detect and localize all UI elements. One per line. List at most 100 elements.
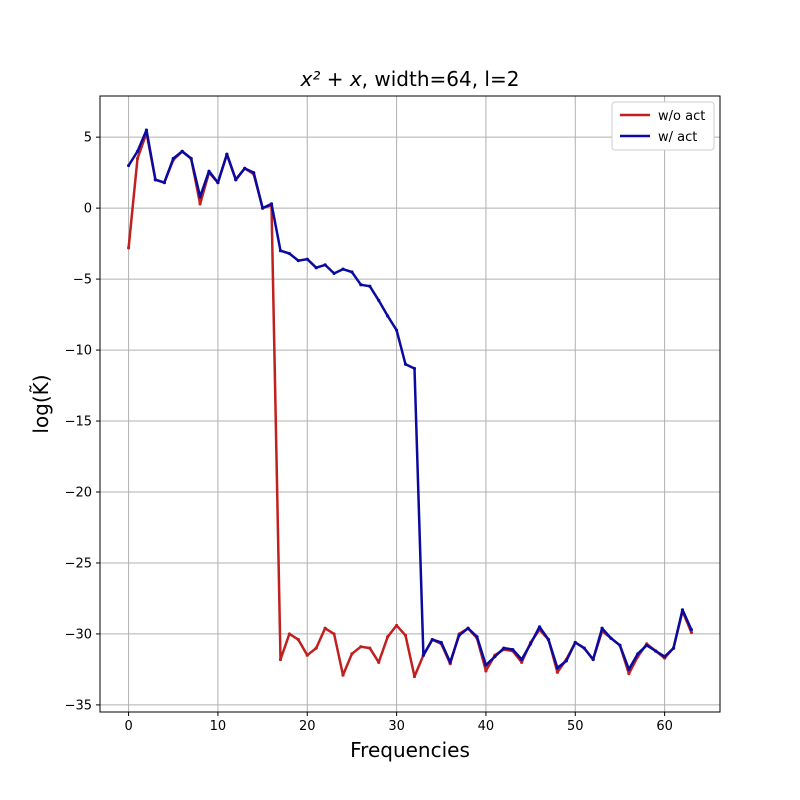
data-point-w-act	[573, 640, 577, 645]
x-tick-label: 50	[567, 719, 584, 734]
data-point-w-act	[457, 633, 461, 637]
x-tick-label: 40	[478, 719, 495, 734]
chart-title-rest: , width=64, l=2	[362, 67, 520, 91]
data-point-w-o-act	[198, 202, 202, 206]
data-point-w-act	[555, 666, 560, 670]
y-tick-label: −30	[65, 627, 92, 642]
data-point-w-act	[600, 626, 604, 630]
data-point-w-o-act	[323, 626, 327, 630]
data-point-w-act	[126, 163, 131, 168]
x-axis-label: Frequencies	[350, 738, 470, 762]
x-tick-label: 20	[299, 719, 316, 734]
series-line-w-o-act	[127, 131, 693, 678]
data-point-w-act	[171, 156, 175, 161]
data-point-w-act	[189, 156, 193, 161]
x-tick-label: 10	[210, 719, 227, 734]
data-point-w-act	[144, 128, 149, 132]
data-point-w-act	[287, 251, 291, 256]
data-point-w-act	[323, 263, 327, 267]
data-point-w-o-act	[314, 646, 318, 650]
chart-title: x² + x, width=64, l=2	[300, 67, 520, 91]
data-point-w-act	[529, 642, 533, 646]
data-point-w-act	[546, 638, 551, 642]
data-point-w-act	[278, 249, 283, 253]
series-line-w-act	[127, 128, 693, 671]
data-point-w-act	[671, 646, 676, 650]
data-point-w-act	[386, 314, 390, 318]
data-point-w-act	[162, 180, 166, 185]
data-point-w-act	[260, 206, 265, 210]
data-point-w-o-act	[403, 633, 408, 637]
data-point-w-act	[198, 195, 202, 199]
data-point-w-act	[216, 180, 220, 185]
data-point-w-act	[135, 149, 140, 153]
data-point-w-act	[493, 655, 497, 659]
data-point-w-o-act	[555, 670, 560, 674]
data-point-w-act	[448, 660, 452, 664]
data-point-w-act	[582, 646, 586, 650]
data-point-w-o-act	[368, 646, 372, 650]
data-point-w-act	[359, 283, 363, 287]
data-point-w-act	[645, 643, 649, 647]
data-point-w-act	[564, 659, 568, 663]
data-point-w-act	[269, 202, 274, 206]
data-point-w-o-act	[350, 652, 354, 656]
data-point-w-act	[520, 657, 524, 662]
data-point-w-o-act	[278, 657, 283, 662]
y-axis-label: log(K̃)	[29, 374, 53, 433]
data-point-w-act	[394, 328, 399, 332]
data-point-w-act	[377, 298, 381, 302]
chart-title-formula: x² + x	[300, 67, 362, 91]
data-point-w-act	[296, 259, 300, 263]
y-tick-label: 5	[84, 131, 92, 146]
data-point-w-act	[627, 667, 631, 672]
y-tick-label: −35	[65, 698, 92, 713]
x-tick-label: 30	[388, 719, 405, 734]
data-point-w-o-act	[126, 246, 131, 250]
data-point-w-act	[243, 166, 247, 170]
data-point-w-o-act	[359, 645, 363, 649]
y-tick-label: −25	[65, 556, 92, 571]
data-point-w-act	[305, 257, 309, 261]
y-tick-label: −20	[65, 486, 92, 501]
data-point-w-o-act	[386, 635, 390, 639]
data-point-w-act	[314, 266, 318, 270]
data-point-w-o-act	[135, 156, 140, 161]
data-point-w-act	[153, 178, 157, 182]
data-point-w-act	[511, 647, 515, 652]
data-point-w-act	[403, 362, 408, 366]
x-tick-label: 60	[656, 719, 673, 734]
data-point-w-o-act	[520, 660, 524, 664]
data-point-w-act	[421, 653, 426, 657]
data-point-w-o-act	[287, 632, 291, 636]
data-point-w-act	[636, 652, 640, 656]
legend-label-wo-act: w/o act	[658, 109, 705, 124]
data-point-w-act	[680, 608, 685, 612]
x-tick-label: 0	[124, 719, 132, 734]
data-point-w-act	[689, 628, 694, 632]
data-point-w-act	[484, 663, 488, 667]
data-point-w-o-act	[332, 632, 336, 636]
plot-frame	[99, 95, 721, 713]
data-point-w-act	[368, 284, 372, 288]
data-point-w-act	[537, 625, 542, 629]
data-point-w-o-act	[412, 674, 417, 679]
data-point-w-act	[332, 271, 336, 276]
y-tick-label: −10	[65, 344, 92, 359]
series-layer	[126, 128, 694, 679]
data-point-w-act	[439, 640, 443, 645]
data-point-w-act	[234, 178, 238, 182]
data-point-w-o-act	[394, 623, 399, 628]
data-point-w-o-act	[341, 673, 345, 677]
data-point-w-o-act	[377, 660, 381, 664]
data-point-w-act	[350, 270, 354, 274]
grid	[100, 96, 720, 712]
data-point-w-act	[466, 626, 470, 630]
data-point-w-act	[475, 635, 479, 639]
data-point-w-act	[618, 643, 622, 647]
data-point-w-act	[502, 646, 506, 650]
y-tick-label: −15	[65, 415, 92, 430]
y-tick-label: 0	[84, 202, 92, 217]
